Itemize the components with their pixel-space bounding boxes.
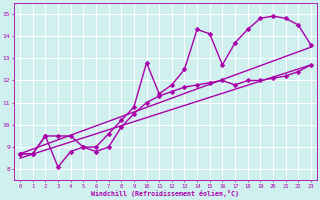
X-axis label: Windchill (Refroidissement éolien,°C): Windchill (Refroidissement éolien,°C) [92, 190, 239, 197]
